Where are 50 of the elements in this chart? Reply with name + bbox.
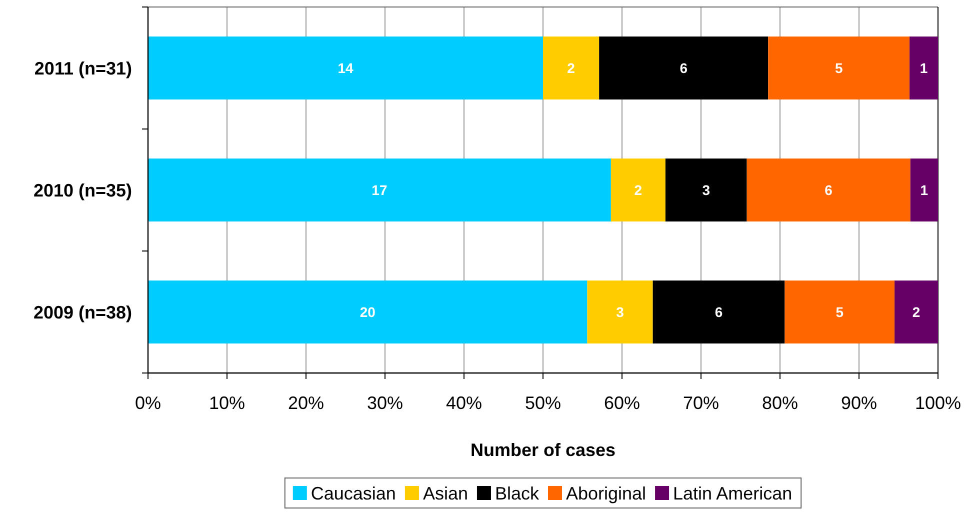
bar [148,158,611,222]
annotation: 2 [567,60,576,76]
annotation: 2 [634,182,642,198]
bar [610,158,666,222]
annotation: 6 [824,182,833,198]
bar [910,36,938,100]
annotation: 2 [912,304,920,320]
bar [910,158,938,222]
bar [768,36,910,100]
annotation: 1 [920,60,928,76]
annotation: 5 [834,60,843,76]
legend-label: Aboriginal [566,483,646,504]
annotation: 17 [372,182,388,198]
bar [652,280,785,344]
x-tick-label: 10% [208,393,246,413]
bar [148,36,543,100]
y-tick-label: 2009 (n=38) [33,302,132,322]
bar [665,158,747,222]
x-tick-label: 90% [840,393,878,413]
bar [599,36,768,100]
x-tick-label: 100% [914,393,962,413]
x-tick-label: 80% [762,393,798,413]
x-tick-label: 0% [134,393,162,413]
x-tick-label: 20% [288,393,324,413]
x-axis-title: Number of cases [470,440,616,460]
x-tick-label: 40% [446,393,482,413]
x-tick-label: 30% [366,393,404,413]
annotation: 3 [702,182,710,198]
bar [894,280,938,344]
x-tick-label: 60% [604,393,640,413]
legend-label: Latin American [673,483,792,504]
annotation: 20 [360,304,376,320]
y-tick-label: 2011 (n=31) [34,58,132,78]
bar [587,280,653,344]
bar [148,280,588,344]
bar [543,36,600,100]
annotation: 14 [338,60,354,76]
x-tick-label: 50% [524,393,562,413]
bar [784,280,895,344]
legend-label: Caucasian [310,483,396,504]
annotation: 1 [920,182,928,198]
annotation: 3 [616,304,624,320]
annotation: 6 [680,60,688,76]
y-tick-label: 2010 (n=35) [33,180,132,200]
legend-label: Asian [422,483,468,504]
bar [746,158,910,222]
annotation: 6 [714,304,723,320]
annotation: 5 [836,304,844,320]
legend-label: Black [494,483,540,504]
x-tick-label: 70% [682,393,720,413]
